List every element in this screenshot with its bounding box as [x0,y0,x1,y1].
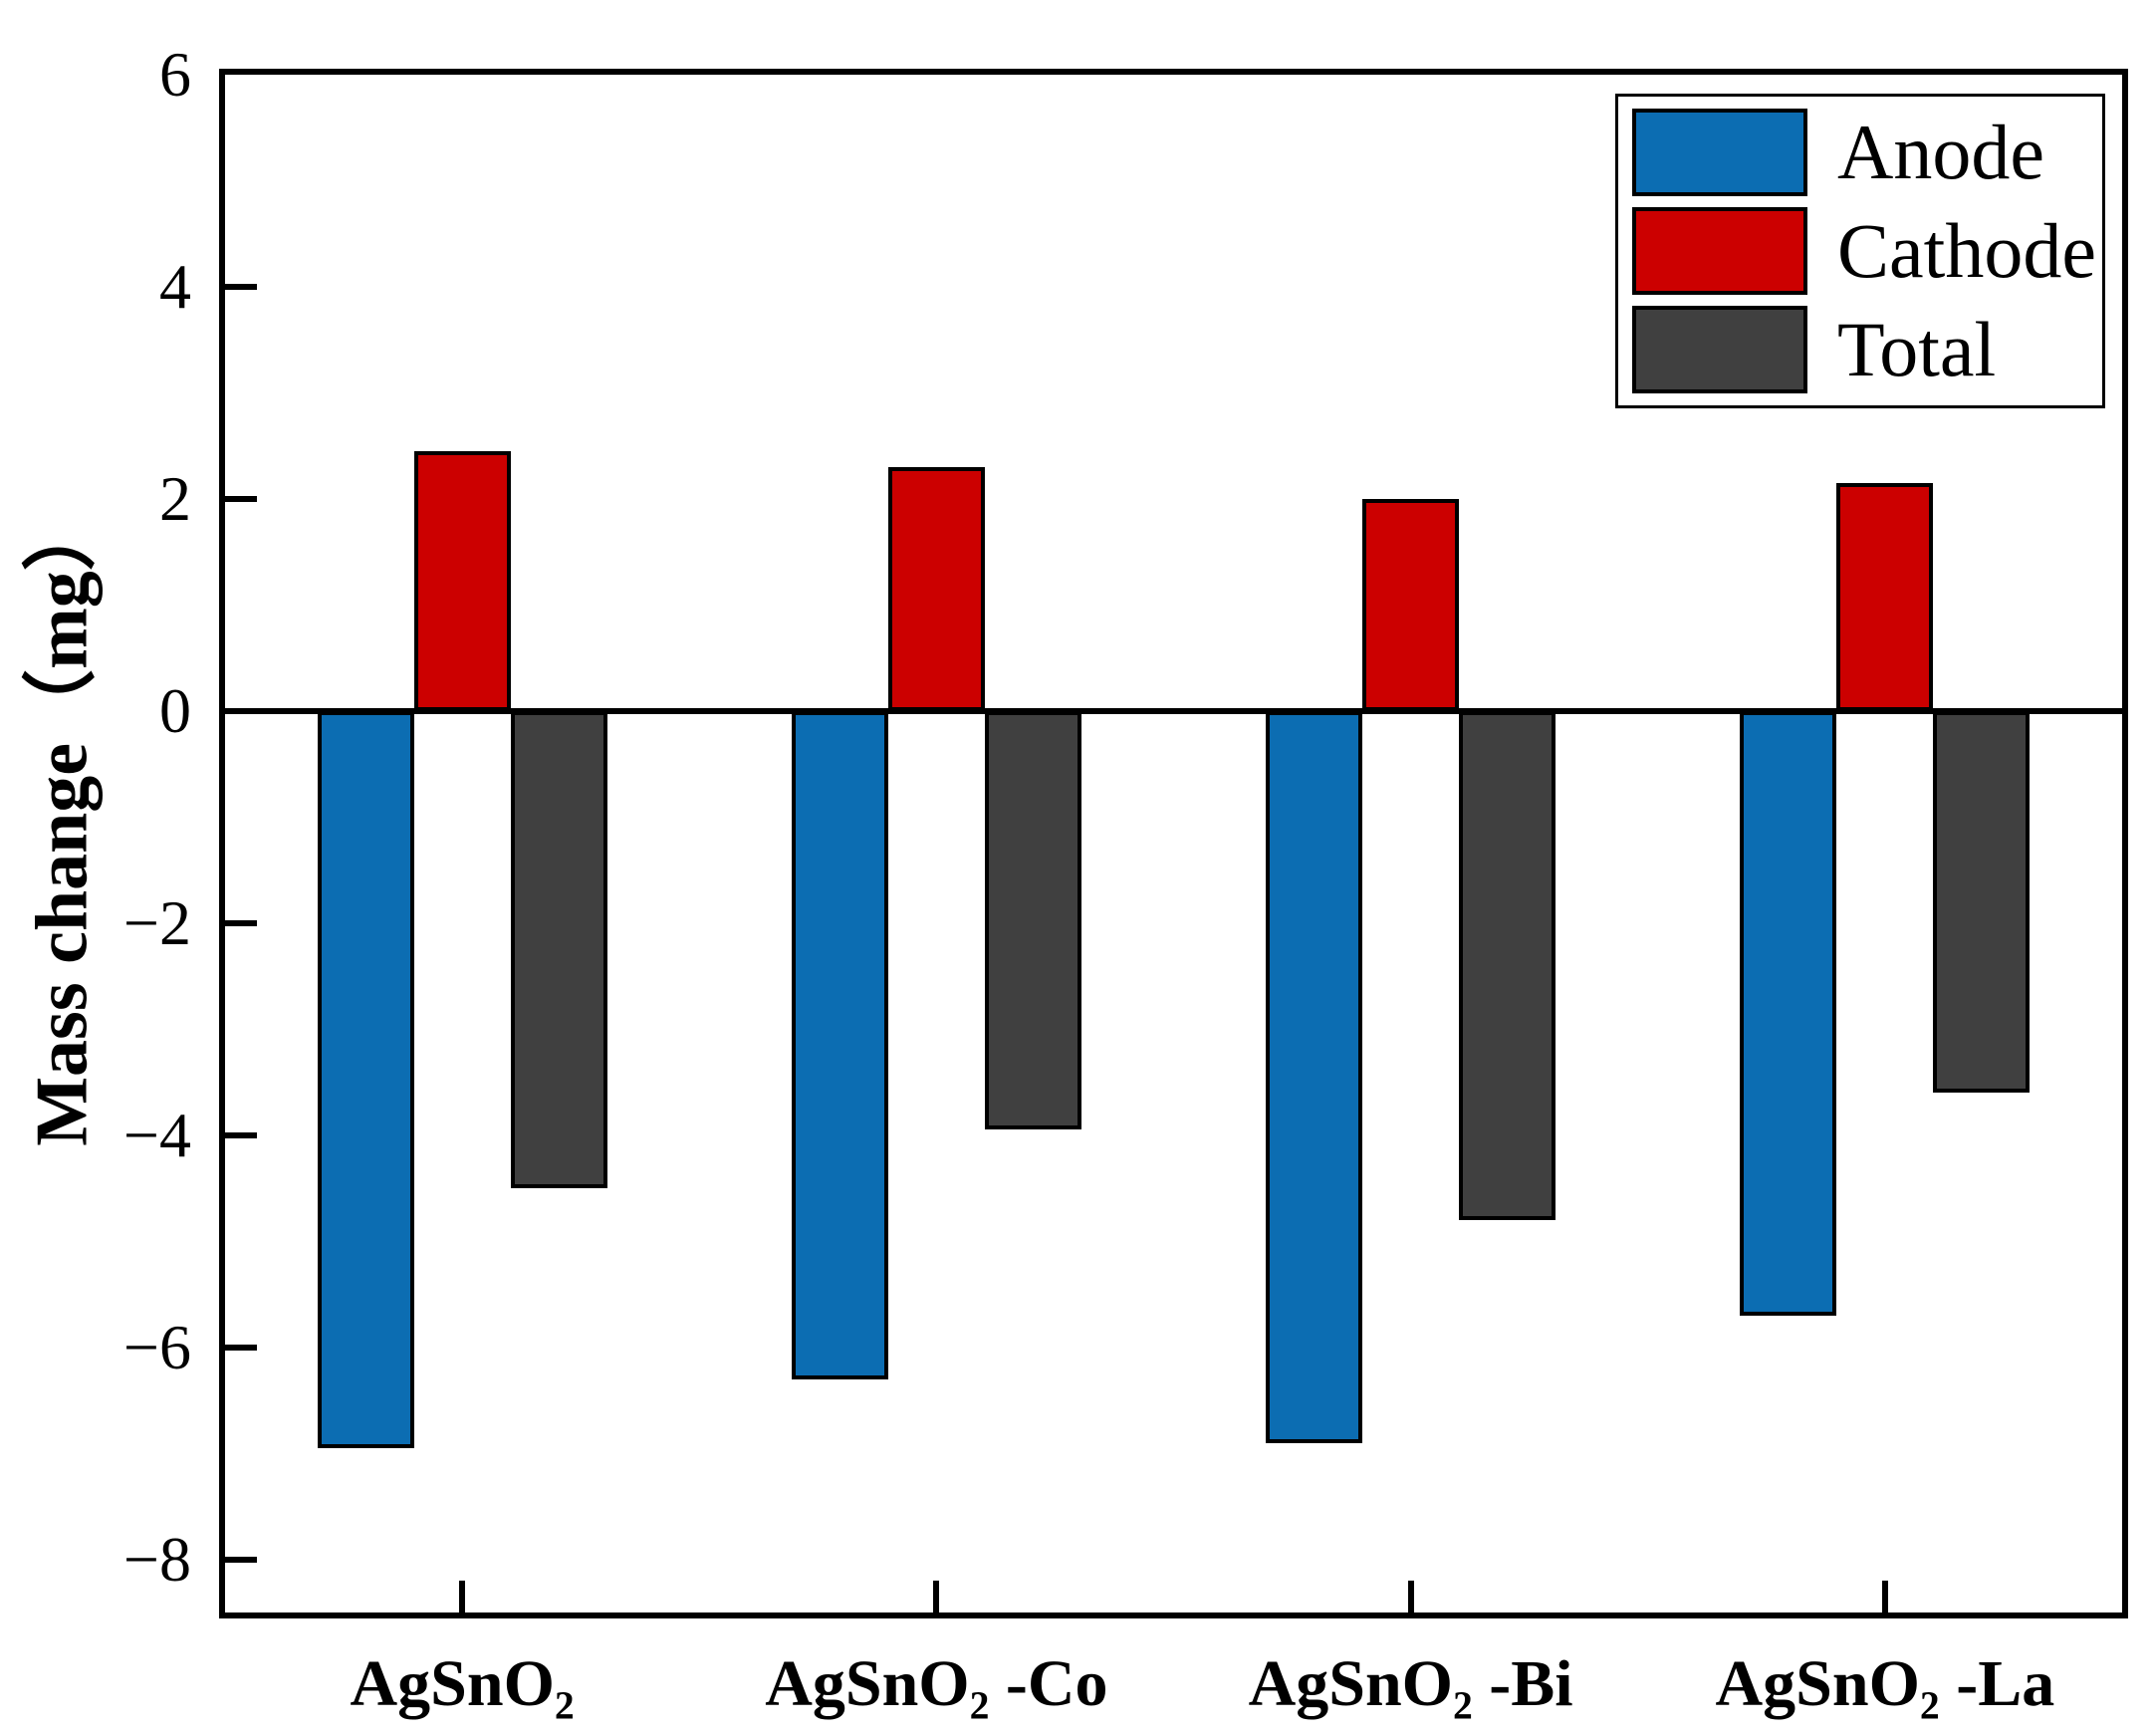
x-tick [933,1581,940,1612]
zero-line [225,707,2122,714]
y-tick-label: 6 [159,39,191,110]
y-tick [225,1344,257,1351]
legend-swatch-anode [1632,109,1807,196]
y-tick-label: 0 [159,674,191,746]
y-tick [225,495,257,502]
bar-cathode-group1 [413,451,511,711]
legend-swatch-total [1632,306,1807,393]
legend-item: Cathode [1632,207,2096,295]
x-category-label: AgSnO₂ [350,1647,575,1720]
bar-total-group1 [510,710,607,1189]
x-tick [459,1581,466,1612]
legend-label: Anode [1837,109,2044,195]
bar-anode-group2 [791,710,888,1379]
legend-label: Cathode [1837,207,2096,294]
y-axis-label: Mass change（mg） [21,497,104,1146]
bar-cathode-group2 [887,466,985,711]
x-category-label: AgSnO₂ -La [1715,1647,2055,1720]
y-tick [225,283,257,290]
y-tick-label: 4 [159,250,191,322]
bar-total-group3 [1459,710,1556,1220]
bar-anode-group3 [1266,710,1363,1443]
y-tick [225,1556,257,1563]
y-tick-label: −6 [122,1311,191,1382]
y-tick-label: 2 [159,462,191,534]
legend-item: Total [1632,306,2094,393]
y-tick-label: −2 [122,886,191,958]
y-tick-label: −4 [122,1099,191,1170]
legend-label: Total [1837,306,1997,392]
legend: Anode Cathode Total [1615,94,2105,408]
x-tick [1881,1581,1888,1612]
bar-anode-group1 [317,710,414,1448]
y-tick-label: −8 [122,1523,191,1595]
x-category-label: AgSnO₂ -Bi [1248,1647,1573,1720]
legend-swatch-cathode [1632,207,1807,295]
legend-item: Anode [1632,109,2094,196]
bar-total-group2 [984,710,1081,1130]
y-tick [225,1131,257,1138]
bar-anode-group4 [1740,710,1837,1316]
bar-total-group4 [1933,710,2031,1094]
x-tick [1407,1581,1414,1612]
x-category-label: AgSnO₂ -Co [765,1647,1108,1720]
y-tick [225,919,257,926]
bar-cathode-group4 [1836,482,1934,711]
bar-cathode-group3 [1362,498,1460,711]
